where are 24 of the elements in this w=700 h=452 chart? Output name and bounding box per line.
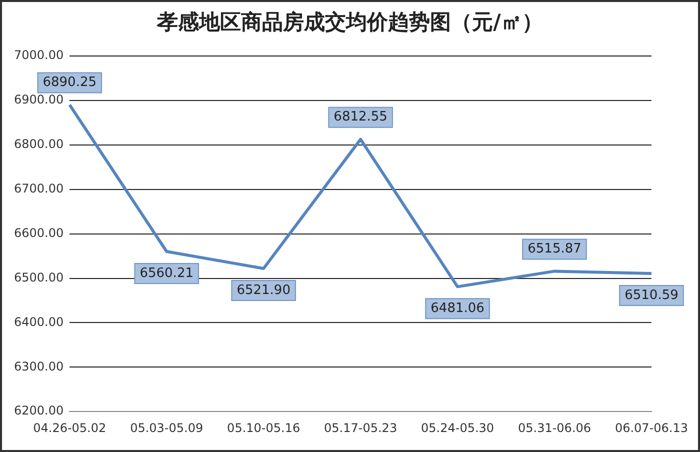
x-tick-label: 05.24-05.30 [421, 420, 494, 435]
y-tick-label: 6700.00 [14, 181, 64, 196]
x-tick-label: 04.26-05.02 [33, 420, 106, 435]
x-tick-label: 06.07-06.13 [614, 420, 688, 435]
y-tick-label: 6500.00 [14, 270, 64, 284]
data-label: 6560.21 [140, 266, 194, 281]
y-tick-label: 6400.00 [14, 314, 64, 329]
x-tick-label: 05.31-06.06 [518, 420, 592, 435]
x-tick-label: 05.03-05.09 [130, 420, 204, 435]
y-tick-label: 6200.00 [14, 404, 64, 418]
chart-title: 孝感地区商品房成交均价趋势图（元/㎡） [156, 9, 544, 36]
y-tick-label: 6600.00 [14, 226, 64, 240]
data-label: 6515.87 [528, 242, 582, 257]
data-label: 6890.25 [42, 75, 97, 90]
data-label: 6481.06 [430, 301, 484, 316]
x-tick-label: 05.17-05.23 [324, 420, 398, 435]
y-tick-label: 6300.00 [14, 359, 64, 374]
data-label: 6812.55 [334, 110, 388, 125]
data-label: 6521.90 [236, 282, 290, 298]
y-tick-label: 7000.00 [14, 48, 64, 62]
y-tick-label: 6800.00 [14, 137, 64, 152]
y-tick-label: 6900.00 [14, 92, 64, 107]
x-tick-label: 05.10-05.16 [227, 420, 300, 435]
data-label: 6510.59 [624, 288, 678, 303]
